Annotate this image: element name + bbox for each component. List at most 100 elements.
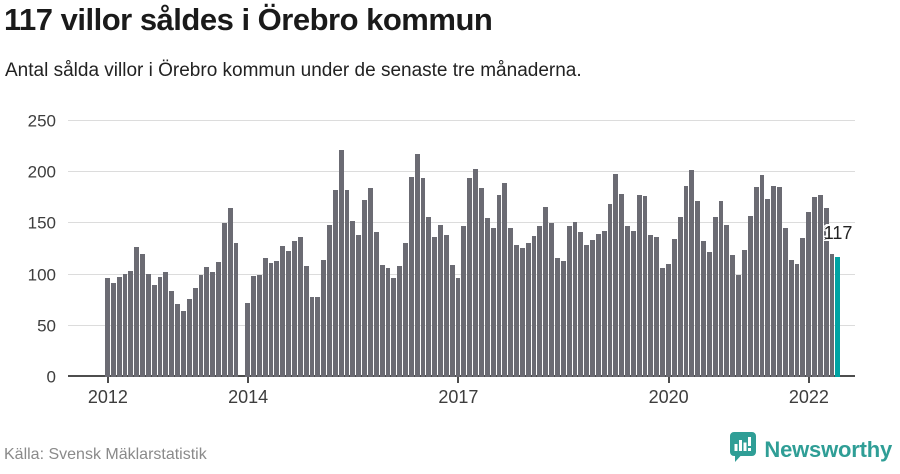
bar xyxy=(683,185,689,377)
grid-line xyxy=(68,120,855,121)
bar xyxy=(806,212,812,377)
bar xyxy=(496,194,502,377)
bar xyxy=(379,265,385,377)
bar xyxy=(642,195,648,377)
bar xyxy=(566,226,572,377)
bar xyxy=(648,234,654,377)
bar xyxy=(297,236,303,377)
grid-line xyxy=(68,171,855,173)
x-tick-mark xyxy=(457,377,460,383)
bar xyxy=(251,275,256,377)
bar xyxy=(134,246,140,377)
bar xyxy=(625,226,630,377)
bar xyxy=(286,251,291,377)
y-tick-label: 100 xyxy=(27,265,56,285)
bar xyxy=(186,299,192,377)
bar xyxy=(443,234,449,377)
bar xyxy=(537,226,543,377)
bar xyxy=(741,250,747,377)
bar xyxy=(210,271,216,377)
bar xyxy=(525,242,531,377)
bar xyxy=(455,277,461,377)
bar xyxy=(356,234,362,377)
bar xyxy=(712,217,718,377)
bar xyxy=(332,189,338,377)
bar xyxy=(461,226,467,377)
x-tick-label: 2020 xyxy=(648,387,689,407)
source-text: Källa: Svensk Mäklarstatistik xyxy=(4,446,207,463)
x-tick-mark xyxy=(106,377,109,383)
y-tick-label: 0 xyxy=(46,367,56,387)
bar xyxy=(794,264,800,377)
x-tick-label: 2014 xyxy=(228,387,269,407)
bar xyxy=(765,198,771,377)
bar xyxy=(420,178,426,377)
bar xyxy=(175,304,180,377)
bar xyxy=(636,194,642,377)
bar xyxy=(666,264,671,377)
bar xyxy=(730,255,736,377)
bar xyxy=(771,185,777,377)
bar xyxy=(362,199,367,377)
bar xyxy=(350,221,356,377)
bar xyxy=(122,273,128,377)
bar xyxy=(367,187,373,377)
bar xyxy=(812,196,817,377)
bar xyxy=(344,189,350,377)
bar xyxy=(782,227,788,377)
bar xyxy=(777,186,782,377)
bar xyxy=(128,270,134,377)
bar xyxy=(163,271,169,377)
bar xyxy=(449,265,455,377)
footer: Källa: Svensk Mäklarstatistik Newsworthy xyxy=(0,430,900,474)
bar xyxy=(280,245,286,377)
grid-line xyxy=(68,222,855,224)
bar xyxy=(759,175,765,377)
bar xyxy=(706,252,712,377)
bar xyxy=(584,244,590,377)
bar xyxy=(110,282,116,377)
bar xyxy=(198,274,204,377)
bar xyxy=(116,276,122,377)
bar xyxy=(145,273,151,377)
bar xyxy=(630,230,636,377)
bar xyxy=(823,208,829,377)
bar xyxy=(408,177,414,377)
bar xyxy=(578,231,584,377)
bar xyxy=(595,233,601,377)
newsworthy-logo-icon xyxy=(729,431,757,468)
bar xyxy=(747,216,753,377)
bar xyxy=(245,303,251,377)
bar xyxy=(233,242,239,377)
bar xyxy=(309,297,315,377)
bar xyxy=(502,183,508,377)
bar xyxy=(508,227,514,377)
bars-container xyxy=(105,121,841,377)
page-subtitle: Antal sålda villor i Örebro kommun under… xyxy=(5,60,582,81)
bar xyxy=(829,254,835,377)
bar xyxy=(292,240,297,377)
x-tick-mark xyxy=(807,377,810,383)
bar xyxy=(660,268,665,377)
bar xyxy=(315,297,321,377)
bar xyxy=(426,217,432,377)
bar xyxy=(695,200,701,377)
bar xyxy=(432,236,438,377)
x-tick-mark xyxy=(247,377,250,383)
x-tick-label: 2017 xyxy=(438,387,479,407)
y-axis: 0 50 100 150 200 250 xyxy=(0,113,56,386)
bar xyxy=(560,261,566,377)
bar xyxy=(753,186,759,377)
y-tick-label: 50 xyxy=(37,316,56,336)
bar xyxy=(403,242,408,377)
bar xyxy=(256,274,262,377)
bar xyxy=(724,225,730,377)
bar xyxy=(543,207,549,377)
bar xyxy=(105,277,110,377)
bar xyxy=(701,240,706,377)
bar xyxy=(817,194,823,377)
bar-chart: 2012 2014 2017 2020 2022 117 xyxy=(68,120,855,407)
bar xyxy=(268,263,274,377)
bar xyxy=(800,237,806,377)
bar xyxy=(385,268,391,377)
